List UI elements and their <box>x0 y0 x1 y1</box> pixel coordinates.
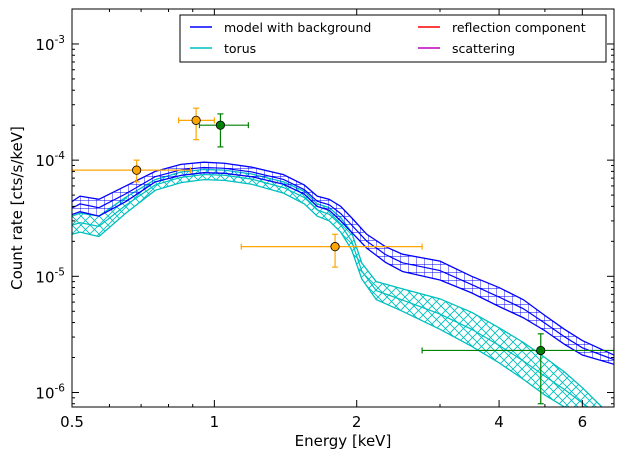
data-marker <box>330 242 340 252</box>
y-axis-label: Count rate [cts/s/keV] <box>8 126 26 290</box>
torus-band-center <box>72 173 589 407</box>
data-marker <box>191 115 201 125</box>
y-tick-label: 10-3 <box>35 34 65 54</box>
reflection-component-legend-label: reflection component <box>452 20 586 35</box>
x-axis-label: Energy [keV] <box>295 432 392 450</box>
x-tick-label: 1 <box>210 413 220 431</box>
torus-legend-label: torus <box>224 41 256 56</box>
legend: model with background reflection componen… <box>179 14 607 63</box>
data-marker <box>215 120 226 130</box>
data-marker <box>132 165 142 175</box>
model-with-background-legend-label: model with background <box>224 20 371 35</box>
x-tick-labels: 0.5 1 2 4 6 <box>60 413 587 431</box>
data-point-2 <box>177 107 215 141</box>
x-tick-label: 2 <box>352 413 362 431</box>
x-tick-label: 0.5 <box>60 413 84 431</box>
model-with-background-band-center <box>72 166 614 361</box>
data-points <box>72 107 614 405</box>
x-tick-label: 4 <box>494 413 504 431</box>
torus-band-lower <box>72 178 566 407</box>
data-point-4 <box>198 113 249 148</box>
model-bands <box>72 161 614 407</box>
y-tick-label: 10-4 <box>35 150 65 170</box>
x-tick-label: 6 <box>578 413 588 431</box>
y-tick-labels: 10-6 10-5 10-4 10-3 <box>35 34 65 403</box>
model-with-background-band-lower <box>72 172 614 365</box>
data-marker <box>536 345 546 356</box>
data-point-3 <box>240 233 423 268</box>
y-tick-label: 10-5 <box>35 266 65 286</box>
y-tick-label: 10-6 <box>35 382 65 402</box>
legend-box <box>179 14 607 63</box>
data-point-5 <box>421 333 614 405</box>
data-point-1 <box>72 159 192 183</box>
scattering-legend-label: scattering <box>452 41 515 56</box>
plot-frame <box>71 8 615 408</box>
